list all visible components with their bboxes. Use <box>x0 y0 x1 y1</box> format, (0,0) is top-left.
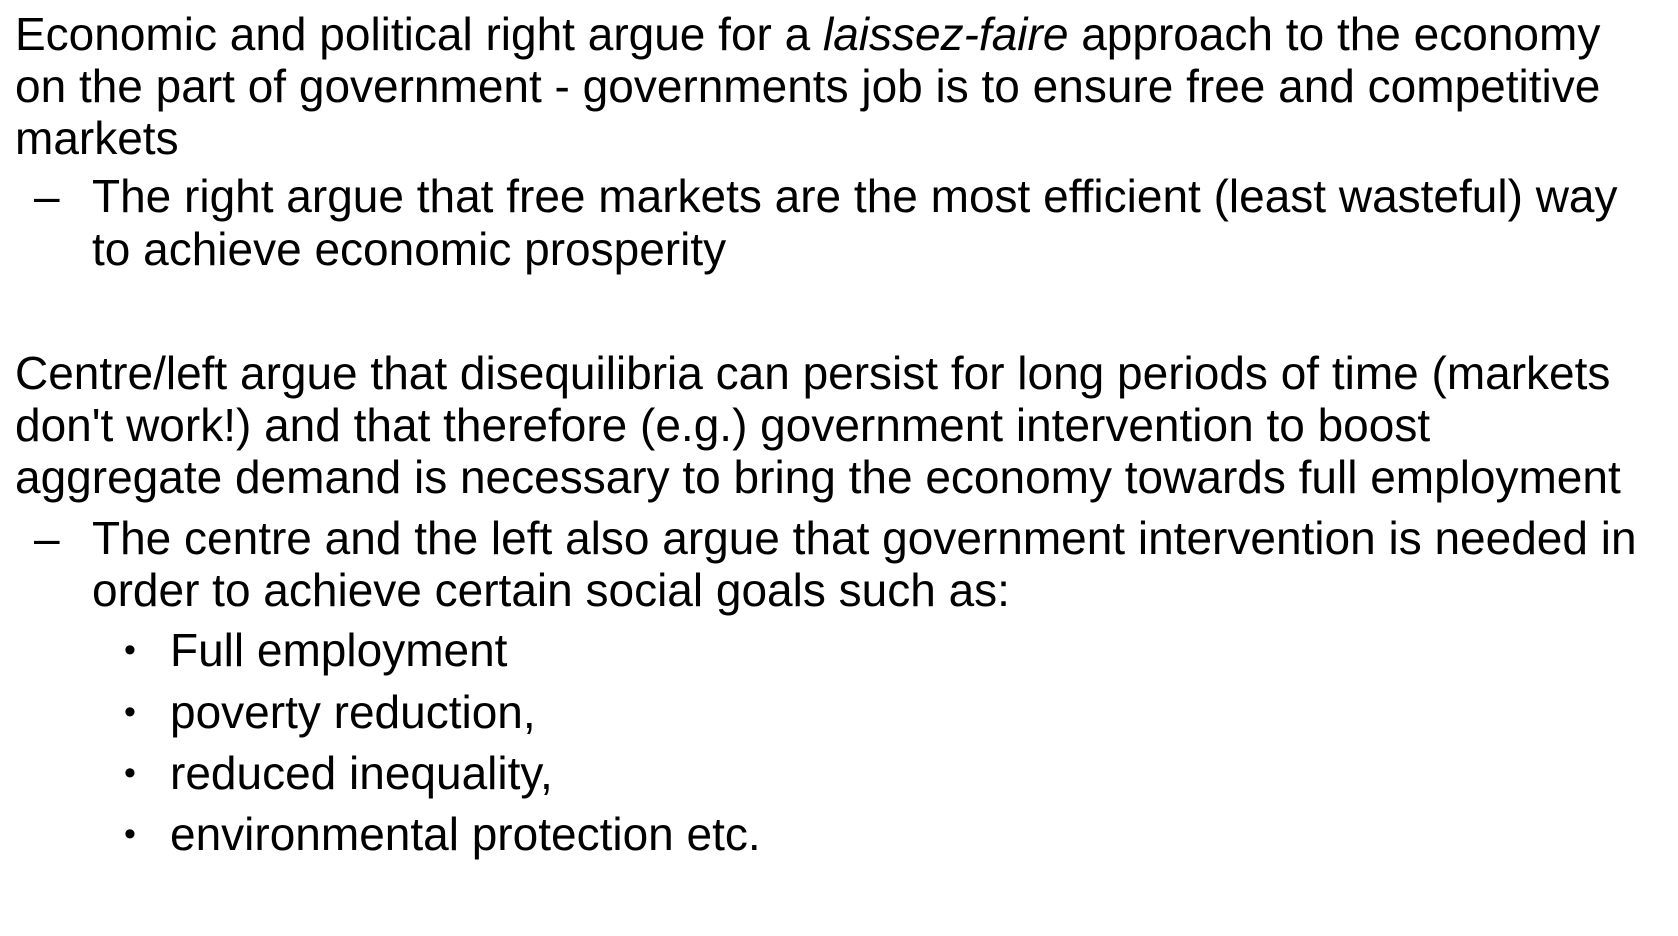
bullet-marker: • <box>124 631 136 669</box>
bullet-marker: • <box>124 815 136 853</box>
sub1-line2: to achieve economic prosperity <box>92 223 727 275</box>
sub2-line1: The centre and the left also argue that … <box>92 512 1637 564</box>
para2-line1: Centre/left argue that disequilibria can… <box>15 347 1611 399</box>
sub2-line2: order to achieve certain social goals su… <box>92 564 1010 616</box>
dash-marker-1: – <box>34 170 60 222</box>
laissez-faire-term: laissez-faire <box>823 8 1069 60</box>
para2-line3: aggregate demand is necessary to bring t… <box>15 451 1621 503</box>
bullet-marker: • <box>124 754 136 792</box>
para1-line1-text: Economic and political right argue for a <box>15 8 823 60</box>
sub1-line1: The right argue that free markets are th… <box>92 170 1618 222</box>
para1-line1: Economic and political right argue for a… <box>15 6 1600 62</box>
bullet-marker: • <box>124 693 136 731</box>
bullet-item: reduced inequality, <box>170 747 553 799</box>
bullet-item: environmental protection etc. <box>170 808 761 860</box>
para2-line2: don't work!) and that therefore (e.g.) g… <box>15 399 1431 451</box>
para1-line1-text-end: approach to the economy <box>1068 8 1601 60</box>
bullet-item: poverty reduction, <box>170 686 536 738</box>
para1-line3: markets <box>15 112 179 164</box>
bullet-item: Full employment <box>170 624 508 676</box>
dash-marker-2: – <box>34 512 60 564</box>
para1-line2: on the part of government - governments … <box>15 60 1601 112</box>
